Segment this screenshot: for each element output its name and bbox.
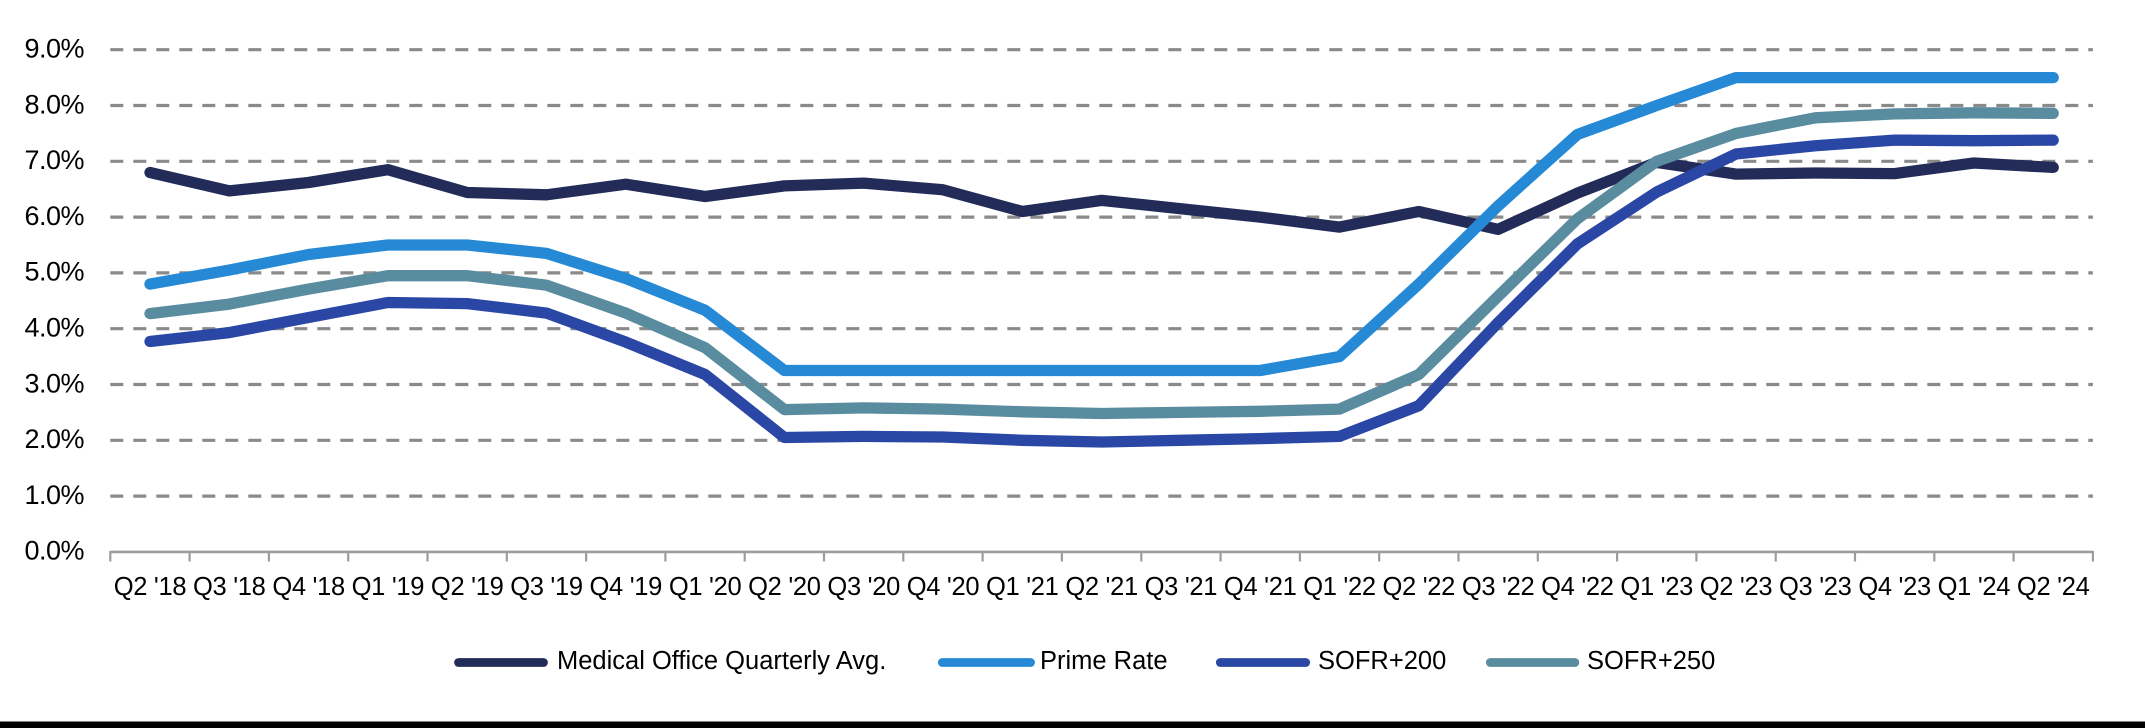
svg-text:Q1 '21: Q1 '21 xyxy=(986,573,1059,601)
svg-text:Q2 '18: Q2 '18 xyxy=(114,573,187,601)
svg-text:Q4 '22: Q4 '22 xyxy=(1541,573,1614,601)
svg-text:Q1 '24: Q1 '24 xyxy=(1938,573,2011,601)
svg-text:Medical Office Quarterly Avg.: Medical Office Quarterly Avg. xyxy=(557,647,886,675)
svg-text:3.0%: 3.0% xyxy=(24,368,84,398)
svg-text:Q1 '20: Q1 '20 xyxy=(669,573,742,601)
svg-text:Q1 '23: Q1 '23 xyxy=(1620,573,1693,601)
svg-text:0.0%: 0.0% xyxy=(24,536,84,566)
svg-text:Q2 '24: Q2 '24 xyxy=(2017,573,2090,601)
svg-text:Q4 '21: Q4 '21 xyxy=(1224,573,1297,601)
svg-text:Q2 '22: Q2 '22 xyxy=(1383,573,1456,601)
svg-text:4.0%: 4.0% xyxy=(24,313,84,343)
svg-text:Q3 '18: Q3 '18 xyxy=(193,573,266,601)
svg-text:Q4 '19: Q4 '19 xyxy=(590,573,663,601)
svg-text:8.0%: 8.0% xyxy=(24,89,84,119)
svg-text:Q2 '21: Q2 '21 xyxy=(1065,573,1138,601)
svg-text:Q4 '23: Q4 '23 xyxy=(1858,573,1931,601)
svg-text:Q3 '22: Q3 '22 xyxy=(1462,573,1535,601)
svg-text:SOFR+250: SOFR+250 xyxy=(1587,647,1715,675)
svg-text:Q2 '20: Q2 '20 xyxy=(748,573,821,601)
svg-text:9.0%: 9.0% xyxy=(24,34,84,64)
svg-text:Q4 '18: Q4 '18 xyxy=(272,573,345,601)
svg-text:Q3 '21: Q3 '21 xyxy=(1145,573,1218,601)
svg-text:Q2 '23: Q2 '23 xyxy=(1700,573,1773,601)
svg-text:Q4 '20: Q4 '20 xyxy=(907,573,980,601)
svg-text:SOFR+200: SOFR+200 xyxy=(1318,647,1446,675)
svg-text:Q3 '23: Q3 '23 xyxy=(1779,573,1852,601)
svg-text:7.0%: 7.0% xyxy=(24,145,84,175)
svg-text:2.0%: 2.0% xyxy=(24,424,84,454)
svg-text:Q1 '22: Q1 '22 xyxy=(1303,573,1376,601)
svg-text:1.0%: 1.0% xyxy=(24,480,84,510)
svg-text:Q1 '19: Q1 '19 xyxy=(352,573,425,601)
svg-text:Q2 '19: Q2 '19 xyxy=(431,573,504,601)
svg-text:5.0%: 5.0% xyxy=(24,257,84,287)
svg-text:Q3 '19: Q3 '19 xyxy=(510,573,583,601)
svg-text:6.0%: 6.0% xyxy=(24,201,84,231)
svg-text:Q3 '20: Q3 '20 xyxy=(827,573,900,601)
svg-text:Prime Rate: Prime Rate xyxy=(1040,647,1168,675)
